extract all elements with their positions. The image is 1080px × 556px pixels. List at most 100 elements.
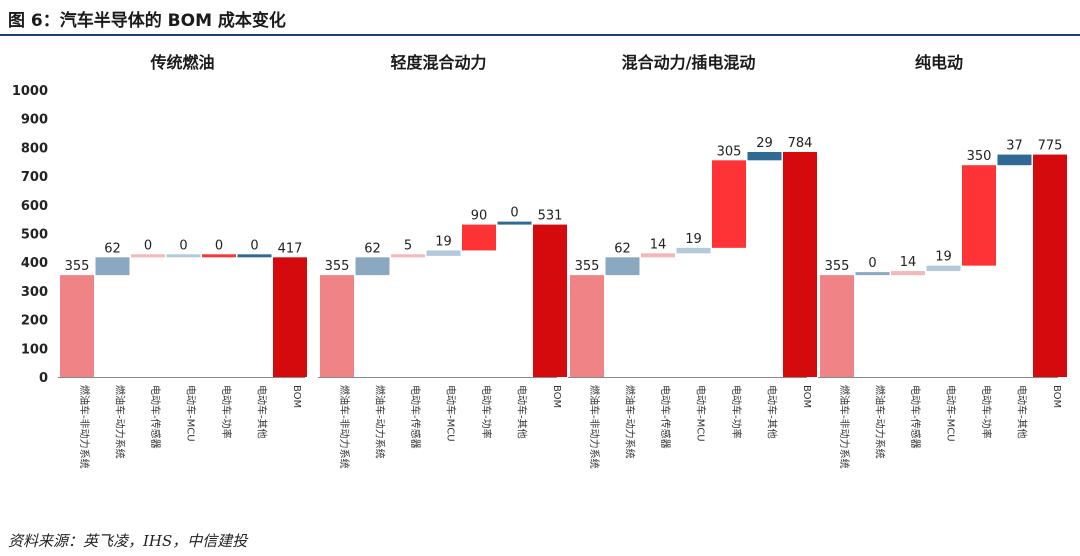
bar: [855, 272, 890, 276]
category-label: 电动车-功率: [480, 385, 493, 439]
category-label: 电动车-MCU: [945, 385, 958, 442]
bar-value-label: 62: [104, 241, 121, 256]
bar-value-label: 62: [614, 241, 631, 256]
y-tick-label: 600: [21, 199, 48, 214]
bar: [131, 254, 165, 258]
bar-value-label: 0: [179, 238, 187, 253]
bar-value-label: 355: [325, 259, 350, 274]
panel-title: 混合动力/插电混动: [622, 53, 756, 72]
category-label: 电动车-MCU: [185, 385, 198, 442]
category-label: 电动车-其他: [1016, 385, 1029, 439]
bar: [497, 221, 532, 225]
bar-value-label: 531: [538, 209, 563, 224]
category-label: 电动车-其他: [516, 385, 529, 439]
y-tick-label: 1000: [12, 84, 48, 99]
category-label: BOM: [1051, 385, 1062, 408]
bar-value-label: 355: [825, 259, 850, 274]
bar: [462, 224, 496, 251]
bar-value-label: 37: [1006, 139, 1023, 154]
bar-value-label: 0: [250, 238, 258, 253]
bar: [391, 254, 425, 258]
bar-value-label: 784: [788, 136, 813, 151]
bar-value-label: 417: [278, 241, 303, 256]
bar: [997, 154, 1032, 166]
y-tick-label: 900: [21, 113, 48, 128]
bar-value-label: 775: [1038, 139, 1063, 154]
category-label: 燃油车-动力系统: [874, 385, 887, 459]
category-label: 电动车-传感器: [409, 385, 422, 449]
bar-value-label: 305: [717, 144, 742, 159]
bar: [355, 257, 390, 276]
bar: [237, 254, 272, 258]
bar: [891, 271, 925, 276]
bar: [570, 275, 604, 377]
y-tick-label: 400: [21, 256, 48, 271]
bar: [676, 247, 711, 254]
category-label: 燃油车-非动力系统: [338, 385, 351, 469]
bar-value-label: 5: [404, 238, 412, 253]
bar-value-label: 0: [144, 238, 152, 253]
bar-value-label: 0: [215, 238, 223, 253]
bar-value-label: 0: [868, 256, 876, 271]
category-label: BOM: [551, 385, 562, 408]
bar: [641, 253, 675, 258]
bar-value-label: 350: [967, 149, 992, 164]
category-label: 电动车-功率: [980, 385, 993, 439]
panel-title: 传统燃油: [149, 53, 214, 72]
category-label: 电动车-传感器: [909, 385, 922, 449]
bar-value-label: 355: [575, 259, 600, 274]
bar-value-label: 90: [471, 209, 488, 224]
category-label: BOM: [291, 385, 302, 408]
bar: [166, 254, 201, 258]
source-note: 资料来源：英飞凌，IHS，中信建投: [8, 532, 248, 550]
y-tick-label: 100: [21, 342, 48, 357]
bar: [95, 257, 130, 276]
bar: [60, 275, 94, 377]
chart-area: 0 100 200 300 400 500 600 700 800 900 1000 传统燃油 355 燃…: [0, 40, 1080, 520]
title-rule: [0, 34, 1080, 36]
category-label: 电动车-其他: [256, 385, 269, 439]
y-tick-label: 700: [21, 170, 48, 185]
bar: [783, 151, 817, 377]
bar-value-label: 62: [364, 241, 381, 256]
bar: [605, 257, 640, 276]
category-label: 电动车-MCU: [695, 385, 708, 442]
bar: [533, 224, 567, 377]
category-label: 电动车-功率: [220, 385, 233, 439]
bar: [820, 275, 854, 377]
waterfall-chart: 01002003004005006007008009001000传统燃油355燃…: [12, 53, 1067, 469]
category-label: 燃油车-非动力系统: [588, 385, 601, 469]
bar: [320, 275, 354, 377]
category-label: 燃油车-动力系统: [624, 385, 637, 459]
bar: [926, 265, 961, 272]
category-label: 电动车-其他: [766, 385, 779, 439]
category-label: 燃油车-动力系统: [374, 385, 387, 459]
bar: [962, 165, 996, 266]
bar-value-label: 29: [756, 136, 773, 151]
bar-value-label: 19: [435, 234, 452, 249]
category-label: 燃油车-动力系统: [114, 385, 127, 459]
category-label: 电动车-功率: [730, 385, 743, 439]
bar-value-label: 19: [685, 232, 702, 247]
category-label: BOM: [801, 385, 812, 408]
bar: [273, 257, 307, 377]
category-label: 燃油车-非动力系统: [78, 385, 91, 469]
y-tick-label: 200: [21, 314, 48, 329]
category-label: 电动车-传感器: [659, 385, 672, 449]
category-label: 燃油车-非动力系统: [838, 385, 851, 469]
bar: [202, 254, 236, 258]
y-tick-label: 800: [21, 141, 48, 156]
bar: [426, 250, 461, 256]
bar-value-label: 19: [935, 250, 952, 265]
bar-value-label: 355: [65, 259, 90, 274]
bar: [712, 160, 746, 248]
y-tick-label: 500: [21, 228, 48, 243]
panel-title: 轻度混合动力: [390, 53, 486, 72]
figure-title: 图 6：汽车半导体的 BOM 成本变化: [8, 11, 286, 31]
category-label: 电动车-MCU: [445, 385, 458, 442]
bar: [747, 151, 782, 161]
bar-value-label: 14: [900, 255, 917, 270]
panel-title: 纯电动: [915, 53, 963, 72]
y-tick-label: 300: [21, 285, 48, 300]
bar: [1033, 154, 1067, 377]
